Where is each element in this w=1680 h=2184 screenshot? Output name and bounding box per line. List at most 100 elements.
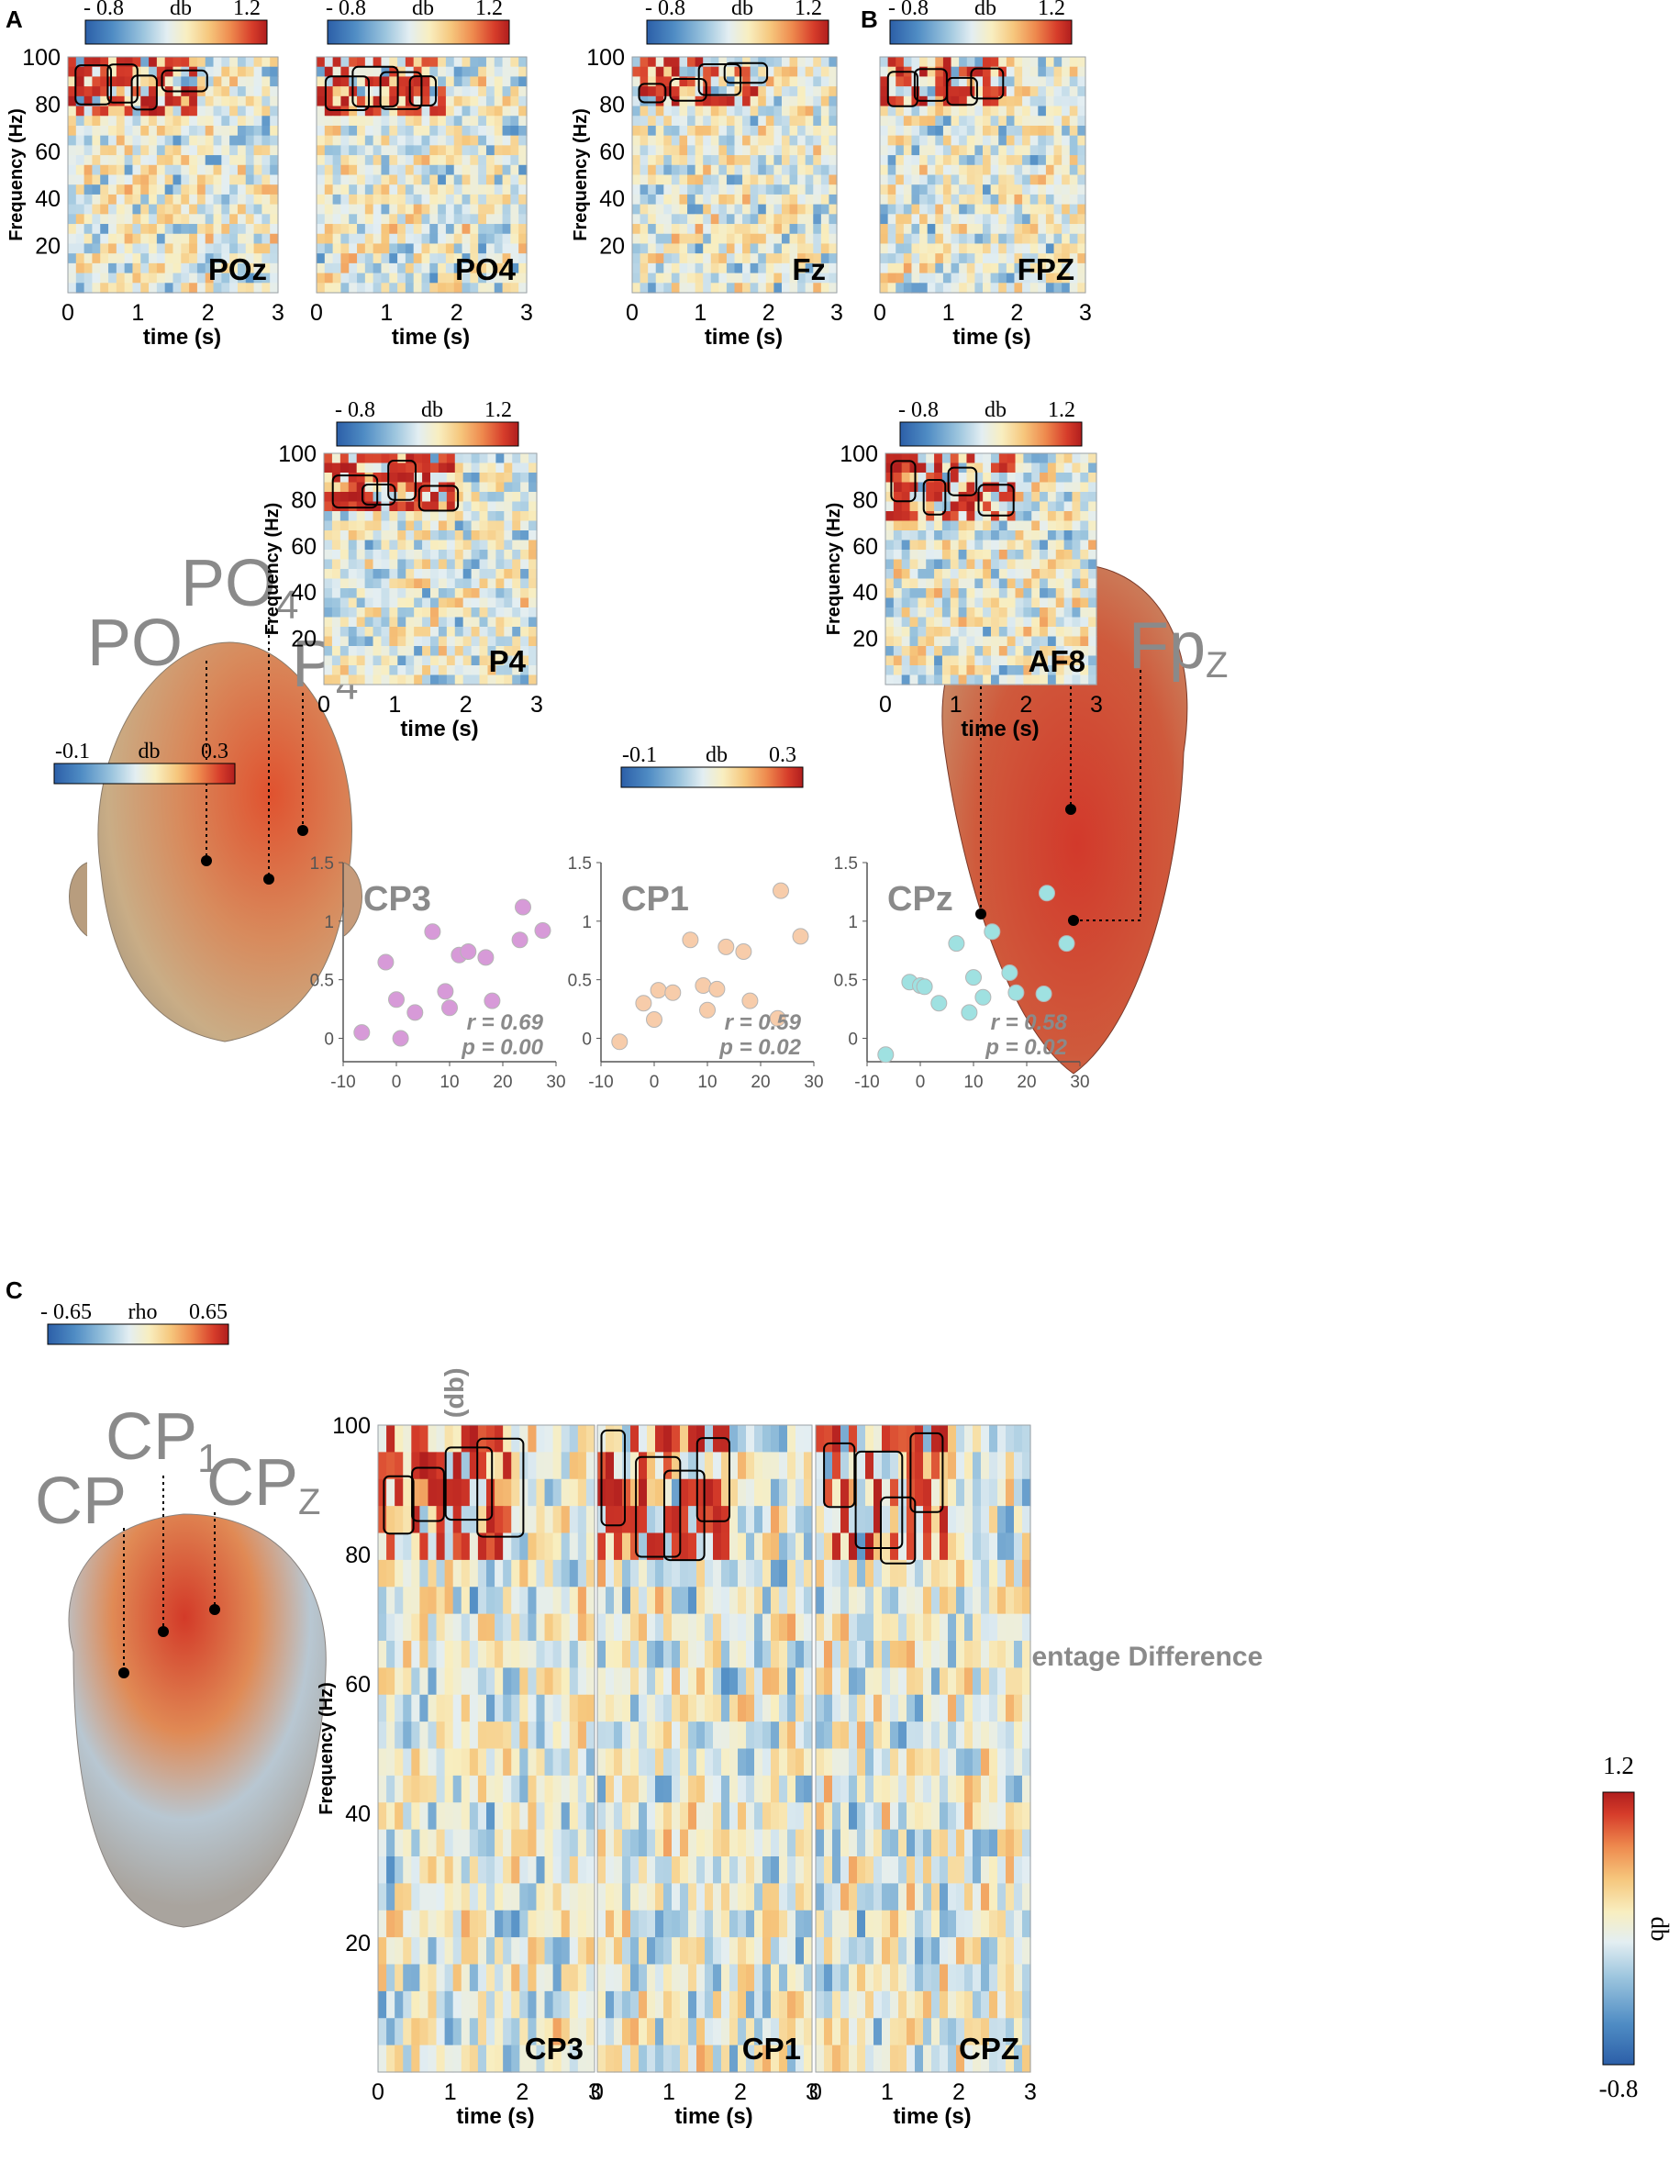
heatmap-cell (108, 204, 117, 215)
heatmap-cell (495, 1964, 504, 1992)
heatmap-cell (1040, 655, 1049, 666)
heatmap-cell (270, 135, 279, 146)
heatmap-cell (614, 1722, 623, 1750)
heatmap-cell (470, 243, 479, 254)
heatmap-cell (896, 243, 905, 254)
heatmap-cell (331, 550, 341, 561)
heatmap-cell (663, 57, 673, 68)
heatmap-cell (1031, 627, 1040, 638)
heatmap-cell (703, 243, 712, 254)
y-tick-label: 40 (599, 186, 625, 212)
heatmap-cell (729, 1559, 739, 1588)
heatmap-cell (1053, 145, 1063, 156)
heatmap-cell (495, 1667, 504, 1696)
heatmap-cell (887, 86, 896, 97)
heatmap-cell (1053, 125, 1063, 137)
heatmap-cell (671, 164, 681, 176)
heatmap-cell (1031, 501, 1040, 512)
heatmap-cell (324, 597, 333, 608)
heatmap-cell (903, 224, 913, 235)
x-tick-label: 0 (61, 300, 74, 326)
heatmap-cell (504, 627, 513, 638)
heatmap-cell (339, 588, 350, 599)
heatmap-cell (983, 273, 992, 284)
heatmap-cell (502, 57, 511, 68)
heatmap-cell (419, 1587, 429, 1615)
heatmap-cell (901, 530, 911, 541)
heatmap-cell (413, 243, 423, 254)
heatmap-cell (389, 253, 398, 264)
heatmap-cell (331, 540, 341, 551)
heatmap-cell (519, 1587, 528, 1615)
heatmap-cell (503, 1452, 512, 1480)
heatmap-cell (934, 655, 943, 666)
heatmap-cell (406, 492, 415, 503)
heatmap-cell (445, 194, 455, 206)
heatmap-cell (470, 262, 479, 274)
heatmap-cell (444, 1587, 454, 1615)
heatmap-cell (340, 57, 350, 68)
heatmap-cell (1088, 617, 1097, 628)
heatmap-cell (552, 1613, 562, 1642)
heatmap-cell (413, 145, 423, 156)
heatmap-cell (510, 76, 519, 87)
heatmap-cell (485, 273, 495, 284)
heatmap-cell (974, 253, 984, 264)
heatmap-cell (606, 1802, 615, 1831)
heatmap-cell (648, 273, 657, 284)
heatmap-cell (454, 540, 464, 551)
heatmap-cell (710, 145, 719, 156)
heatmap-cell (140, 125, 150, 137)
heatmap-cell (998, 559, 1008, 570)
heatmap-cell (911, 116, 920, 127)
heatmap-cell (495, 473, 505, 484)
heatmap-cell (688, 1452, 697, 1480)
heatmap-cell (270, 145, 279, 156)
heatmap-cell (648, 174, 657, 185)
significance-contour (977, 484, 1015, 517)
heatmap-cell (950, 453, 960, 464)
heatmap-cell (92, 233, 101, 245)
heatmap-cell (911, 86, 920, 97)
heatmap-cell (518, 164, 528, 176)
heatmap-cell (1015, 559, 1024, 570)
heatmap-cell (1063, 617, 1074, 628)
heatmap-cell (397, 520, 406, 531)
heatmap-cell (324, 145, 334, 156)
heatmap-cell (919, 262, 929, 274)
heatmap-cell (172, 283, 182, 294)
heatmap-cell (680, 1748, 689, 1777)
heatmap-cell (438, 273, 447, 284)
heatmap-cell (528, 462, 538, 474)
heatmap-cell (880, 57, 889, 68)
heatmap-cell (213, 106, 222, 117)
heatmap-cell (974, 646, 984, 657)
heatmap-cell (196, 76, 206, 87)
heatmap-cell (901, 473, 911, 484)
heatmap-cell (378, 1452, 387, 1480)
heatmap-cell (789, 164, 798, 176)
heatmap-cell (935, 145, 944, 156)
heatmap-cell (614, 1694, 623, 1722)
heatmap-cell (461, 1937, 471, 1966)
heatmap-cell (959, 86, 968, 97)
heatmap-cell (597, 1748, 606, 1777)
heatmap-cell (1038, 95, 1047, 107)
heatmap-cell (710, 184, 719, 195)
heatmap-cell (887, 262, 896, 274)
heatmap-cell (510, 243, 519, 254)
heatmap-cell (518, 194, 528, 206)
heatmap-cell (918, 540, 927, 551)
heatmap-cell (436, 1532, 446, 1561)
heatmap-cell (896, 184, 905, 195)
heatmap-cell (253, 273, 262, 284)
heatmap-cell (75, 262, 85, 274)
heatmap-cell (245, 66, 255, 78)
heatmap-cell (1077, 145, 1086, 156)
heatmap-cell (422, 617, 431, 628)
heatmap-cell (403, 1613, 412, 1642)
heatmap-cell (885, 462, 895, 474)
heatmap-cell (397, 135, 406, 146)
heatmap-cell (414, 453, 423, 464)
heatmap-cell (983, 501, 992, 512)
